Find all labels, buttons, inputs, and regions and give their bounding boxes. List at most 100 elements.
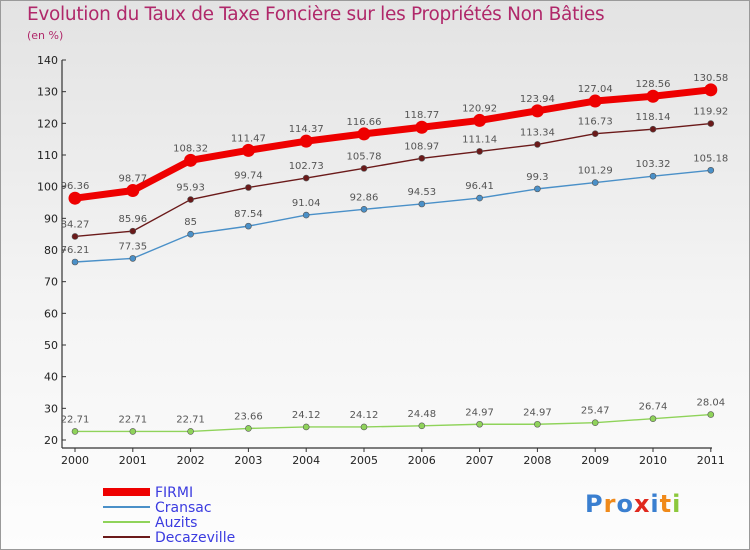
data-label-decazeville: 119.92 xyxy=(693,107,728,118)
data-label-auzits: 26.74 xyxy=(639,402,668,413)
y-tick-label: 20 xyxy=(44,434,58,447)
data-point-auzits xyxy=(534,420,541,428)
data-point-cransac xyxy=(302,211,310,219)
data-point-auzits xyxy=(476,420,483,428)
data-label-auzits: 25.47 xyxy=(581,406,610,417)
data-point-decazeville xyxy=(476,148,483,155)
data-point-decazeville xyxy=(360,165,368,172)
legend-label-firmi: FIRMI xyxy=(155,485,193,501)
proxiti-logo: Proxiti xyxy=(585,490,681,518)
data-point-cransac xyxy=(418,200,426,208)
data-label-firmi: 127.04 xyxy=(578,84,613,95)
data-point-firmi xyxy=(473,113,487,127)
data-label-decazeville: 85.96 xyxy=(118,214,147,225)
data-point-decazeville xyxy=(418,154,426,162)
x-tick-label: 2008 xyxy=(523,454,551,467)
data-point-firmi xyxy=(126,184,140,198)
data-point-firmi xyxy=(530,104,544,118)
x-tick-label: 2006 xyxy=(408,454,436,467)
logo-letter: x xyxy=(633,490,651,518)
legend-label-auzits: Auzits xyxy=(155,515,197,531)
data-point-auzits xyxy=(129,428,137,435)
data-label-firmi: 120.92 xyxy=(462,103,497,114)
logo-letter: o xyxy=(616,490,634,518)
data-label-decazeville: 95.93 xyxy=(176,183,205,194)
data-point-firmi xyxy=(299,134,313,148)
series-line-auzits xyxy=(74,413,712,433)
data-label-firmi: 128.56 xyxy=(636,79,671,90)
data-point-auzits xyxy=(649,415,657,422)
data-point-auzits xyxy=(591,419,599,426)
data-point-firmi xyxy=(646,89,660,103)
data-point-decazeville xyxy=(129,227,137,235)
y-tick-label: 90 xyxy=(44,212,58,225)
data-label-cransac: 92.86 xyxy=(350,192,379,203)
data-label-decazeville: 108.97 xyxy=(404,141,439,152)
data-label-auzits: 24.48 xyxy=(407,409,436,420)
data-label-auzits: 22.71 xyxy=(61,414,90,425)
x-tick-label: 2004 xyxy=(292,454,320,467)
x-tick-label: 2000 xyxy=(61,454,89,467)
data-label-cransac: 101.29 xyxy=(578,166,613,177)
y-tick-label: 40 xyxy=(44,371,58,384)
data-label-cransac: 77.35 xyxy=(118,241,147,252)
data-point-decazeville xyxy=(71,233,79,240)
data-label-firmi: 111.47 xyxy=(231,133,266,144)
data-label-cransac: 76.21 xyxy=(61,245,90,256)
y-tick-label: 140 xyxy=(37,54,58,67)
data-point-firmi xyxy=(68,191,82,205)
data-label-decazeville: 116.73 xyxy=(578,117,613,128)
y-tick-label: 50 xyxy=(44,339,58,352)
x-tick-label: 2005 xyxy=(350,454,378,467)
data-label-cransac: 85 xyxy=(184,217,197,228)
data-label-firmi: 118.77 xyxy=(404,110,439,121)
data-label-decazeville: 118.14 xyxy=(636,112,671,123)
data-label-cransac: 99.3 xyxy=(526,172,548,183)
data-label-firmi: 116.66 xyxy=(347,117,382,128)
data-point-decazeville xyxy=(302,174,310,182)
data-label-firmi: 114.37 xyxy=(289,124,324,135)
data-point-cransac xyxy=(649,172,657,180)
x-tick-label: 2007 xyxy=(466,454,494,467)
y-tick-label: 60 xyxy=(44,307,58,320)
logo-letter: P xyxy=(585,490,604,518)
logo-letter: i xyxy=(650,490,660,518)
data-point-firmi xyxy=(357,127,371,141)
y-tick-label: 70 xyxy=(44,276,58,289)
data-point-cransac xyxy=(707,166,715,174)
data-point-decazeville xyxy=(591,130,599,137)
x-tick-label: 2003 xyxy=(234,454,262,467)
y-tick-label: 30 xyxy=(44,402,58,415)
data-point-decazeville xyxy=(649,125,657,133)
chart-title: Evolution du Taux de Taxe Foncière sur l… xyxy=(27,4,605,25)
data-label-cransac: 105.18 xyxy=(693,153,728,164)
data-point-cransac xyxy=(534,185,541,193)
data-point-firmi xyxy=(704,83,718,97)
data-label-auzits: 24.97 xyxy=(523,407,552,418)
data-point-decazeville xyxy=(245,184,252,191)
data-label-decazeville: 105.78 xyxy=(347,151,382,162)
data-label-decazeville: 102.73 xyxy=(289,161,324,172)
data-point-firmi xyxy=(241,143,255,157)
data-point-auzits xyxy=(245,425,252,432)
data-label-firmi: 98.77 xyxy=(118,174,147,185)
data-point-decazeville xyxy=(187,196,194,203)
data-label-auzits: 22.71 xyxy=(118,414,147,425)
data-label-firmi: 130.58 xyxy=(693,73,728,84)
data-label-auzits: 24.12 xyxy=(292,410,321,421)
logo-letter: r xyxy=(603,490,617,518)
data-point-firmi xyxy=(588,94,602,108)
data-point-cransac xyxy=(71,258,79,266)
data-point-auzits xyxy=(418,422,426,430)
x-tick-label: 2002 xyxy=(177,454,205,467)
data-label-firmi: 123.94 xyxy=(520,94,555,105)
x-tick-label: 2009 xyxy=(581,454,609,467)
data-label-auzits: 23.66 xyxy=(234,411,263,422)
data-label-auzits: 24.97 xyxy=(465,407,494,418)
series-line-firmi xyxy=(71,86,715,202)
data-point-firmi xyxy=(415,120,429,134)
data-label-auzits: 28.04 xyxy=(696,398,725,409)
data-label-cransac: 96.41 xyxy=(465,181,494,192)
data-point-auzits xyxy=(302,423,310,431)
data-point-cransac xyxy=(187,230,194,238)
